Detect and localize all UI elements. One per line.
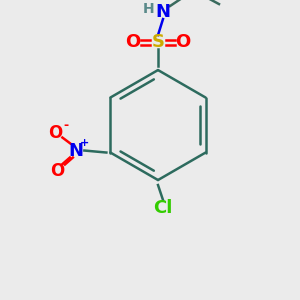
Text: H: H <box>143 2 155 16</box>
Text: S: S <box>152 33 164 51</box>
Text: N: N <box>155 3 170 21</box>
Text: O: O <box>125 33 141 51</box>
Text: O: O <box>48 124 62 142</box>
Text: O: O <box>176 33 190 51</box>
Text: O: O <box>50 161 64 179</box>
Text: N: N <box>68 142 83 160</box>
Text: +: + <box>80 137 89 148</box>
Text: Cl: Cl <box>153 199 173 217</box>
Text: -: - <box>64 119 69 132</box>
